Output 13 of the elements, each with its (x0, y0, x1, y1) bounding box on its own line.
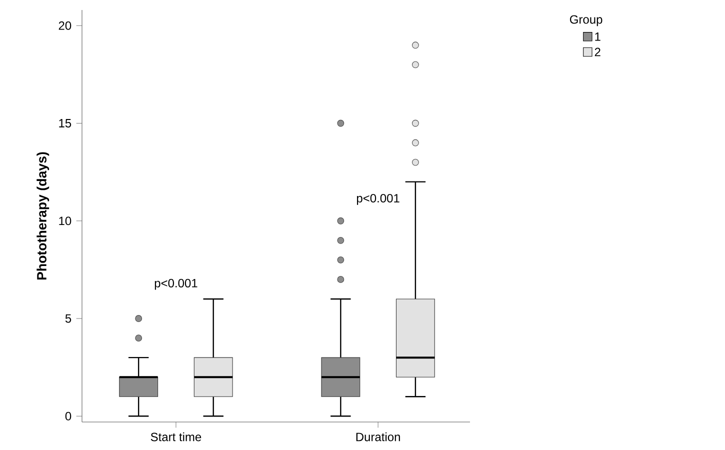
legend-title: Group (570, 15, 602, 26)
legend-label: 2 (594, 48, 600, 56)
y-tick-label: 5 (65, 314, 72, 323)
x-tick-label: Start time (150, 432, 202, 442)
annotation: p<0.001 (356, 194, 400, 205)
x-tick-label: Duration (356, 432, 400, 442)
y-tick-label: 20 (58, 21, 72, 30)
legend-label: 1 (595, 32, 600, 41)
annotation: p<0.001 (154, 278, 198, 290)
y-tick-label: 0 (65, 412, 72, 420)
y-axis-title: Phototherapy (days) (36, 152, 50, 280)
y-tick-label: 15 (59, 119, 72, 128)
y-tick-label: 10 (59, 216, 72, 226)
